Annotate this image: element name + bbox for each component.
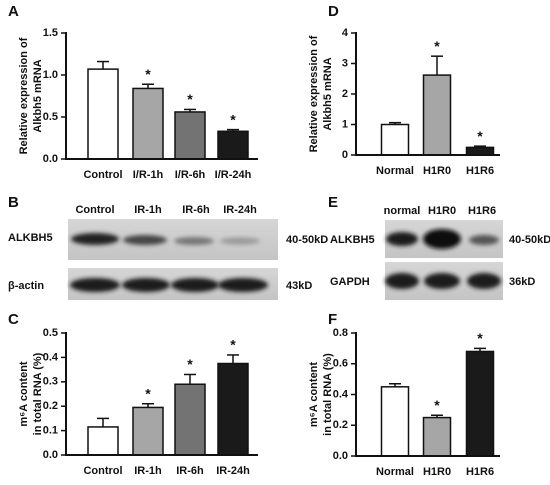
bar [174,383,206,456]
bar [465,146,495,156]
y-axis-label: in total RNA (%) [322,353,334,436]
significance-mark: * [477,128,483,144]
row-label: β-actin [8,280,44,292]
bar [380,386,410,457]
panel-letter: A [8,3,19,20]
y-tick-label: 0.2 [43,400,58,412]
lane-label: IR-1h [134,204,162,216]
bar [132,87,164,160]
blot-image [385,220,503,300]
y-tick-label: 0.0 [43,153,58,165]
significance-mark: * [230,337,236,353]
significance-mark: * [477,330,483,346]
panel-letter: F [328,311,337,328]
y-tick-label: 1 [342,118,348,130]
bar [174,111,206,160]
x-tick-label: Normal [376,466,414,478]
y-tick-label: 0.1 [43,425,58,437]
y-axis-label: m⁶A content [18,361,30,426]
x-tick-label: IR-24h [216,465,250,477]
size-label: 43kD [286,280,312,292]
x-tick-label: IR-1h [134,465,162,477]
y-axis-label: Relative expression of [308,35,320,152]
bar [422,416,452,457]
x-tick-label: I/R-24h [215,169,252,181]
significance-mark: * [230,111,236,127]
y-tick-label: 0 [342,149,348,161]
y-tick-label: 0.5 [43,327,58,339]
y-tick-label: 0.2 [333,419,348,431]
size-label: 40-50kD [286,234,328,246]
row-label: ALKBH5 [8,232,53,244]
bar [380,123,410,156]
x-tick-label: I/R-6h [175,169,206,181]
lane-label: IR-6h [182,204,210,216]
lane-label: H1R0 [428,205,456,217]
y-tick-label: 0.3 [43,376,58,388]
y-tick-label: 0.5 [43,111,58,123]
y-tick-label: 0.6 [333,358,348,370]
y-axis-label: Alkbh5 mRNA [32,59,44,132]
lane-label: Control [75,204,114,216]
y-tick-label: 2 [342,88,348,100]
significance-mark: * [145,385,151,401]
x-tick-label: IR-6h [176,465,204,477]
y-tick-label: 0.0 [333,450,348,462]
x-tick-label: H1R6 [466,466,494,478]
panel-letter: C [8,311,19,328]
y-tick-label: 1.0 [43,69,58,81]
bar [87,68,119,160]
x-tick-label: Control [83,169,122,181]
y-axis-label: Alkbh5 mRNA [322,57,334,130]
lane-label: normal [384,205,421,217]
x-tick-label: I/R-1h [133,169,164,181]
size-label: 36kD [509,276,535,288]
y-tick-label: 0.4 [333,388,349,400]
bar [465,350,495,457]
row-label: ALKBH5 [330,234,375,246]
y-tick-label: 0.8 [333,327,348,339]
panel-letter: D [328,3,339,20]
x-tick-label: Control [83,465,122,477]
y-axis-label: Relative expression of [18,37,30,154]
significance-mark: * [145,66,151,82]
y-tick-label: 0.0 [43,449,58,461]
significance-mark: * [187,91,193,107]
x-tick-label: H1R6 [466,165,494,177]
significance-mark: * [187,356,193,372]
significance-mark: * [434,38,440,54]
x-tick-label: H1R0 [423,466,451,478]
x-tick-label: Normal [376,165,414,177]
significance-mark: * [434,397,440,413]
blot-image [68,219,278,300]
y-tick-label: 3 [342,57,348,69]
row-label: GAPDH [330,276,370,288]
bar [217,130,249,160]
y-tick-label: 0.4 [43,351,59,363]
bar [132,406,164,456]
lane-label: IR-24h [223,204,257,216]
y-axis-label: m⁶A content [308,362,320,427]
y-tick-label: 1.5 [43,27,58,39]
panel-letter: E [328,194,338,211]
bar [217,362,249,456]
y-tick-label: 4 [342,27,349,39]
bar [87,426,119,456]
y-axis-label: in total RNA (%) [32,352,44,435]
panel-letter: B [8,194,19,211]
size-label: 40-50kD [509,234,550,246]
x-tick-label: H1R0 [423,165,451,177]
lane-label: H1R6 [468,205,496,217]
bar [422,74,452,156]
